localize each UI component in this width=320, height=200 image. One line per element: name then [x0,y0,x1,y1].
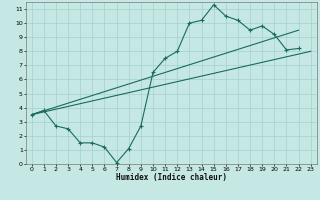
X-axis label: Humidex (Indice chaleur): Humidex (Indice chaleur) [116,173,227,182]
